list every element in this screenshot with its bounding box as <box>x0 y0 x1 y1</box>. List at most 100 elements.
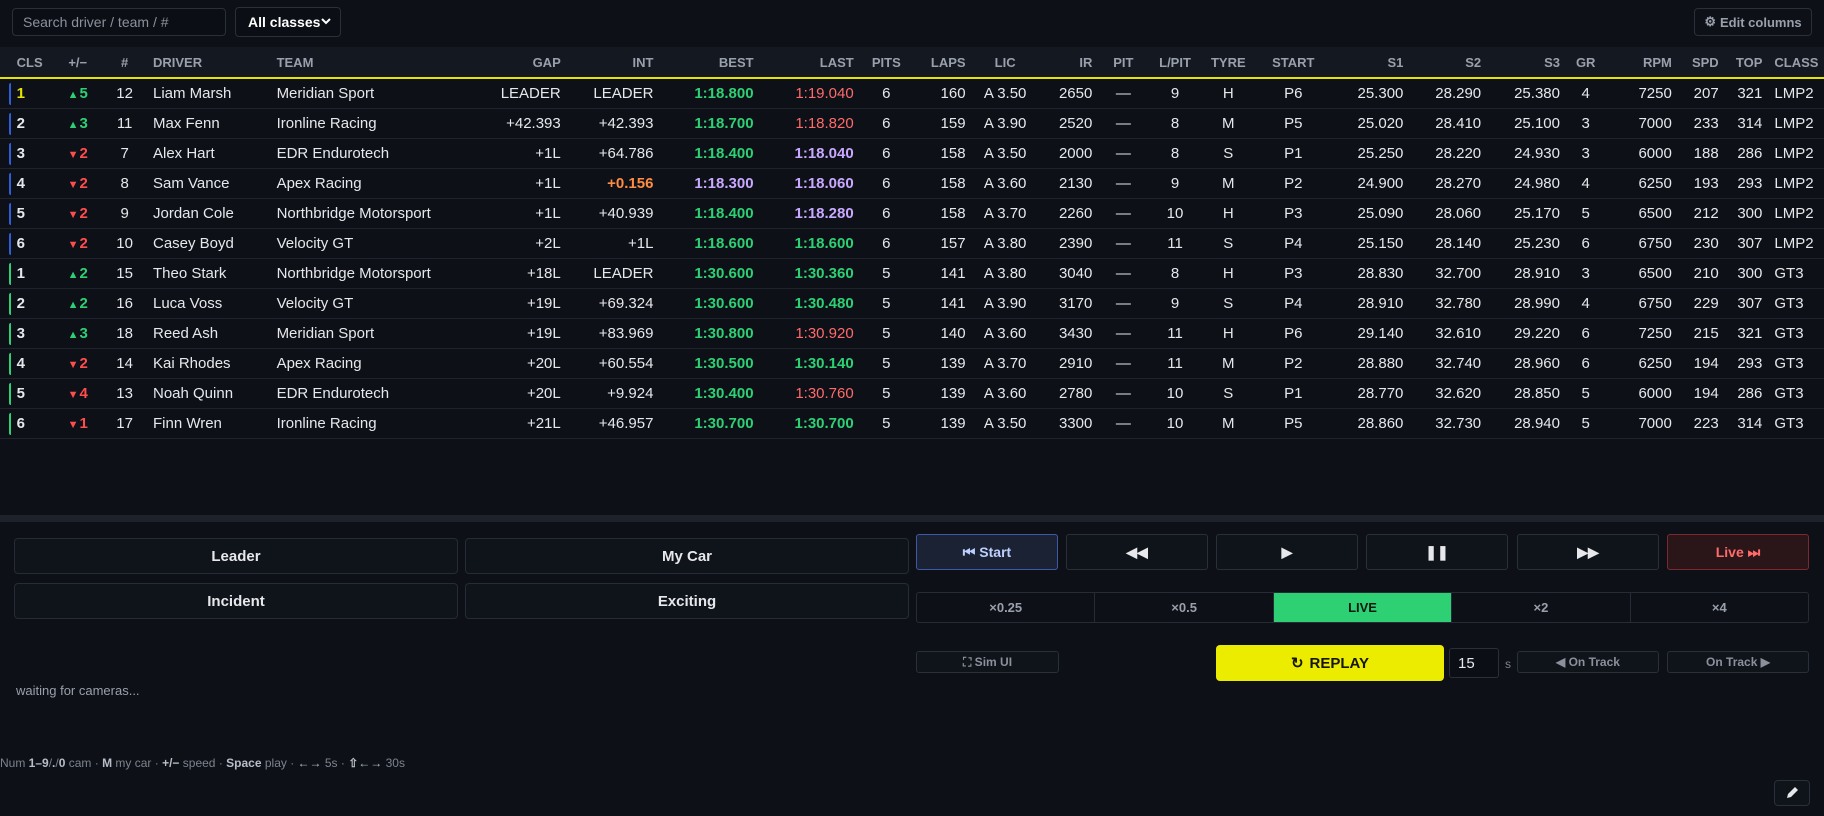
hint-text: Num <box>0 756 29 770</box>
replay-seconds-input[interactable] <box>1449 648 1499 678</box>
table-row[interactable]: 5 ▼2 9 Jordan Cole Northbridge Motorsport +1L… <box>0 198 1824 229</box>
column-header[interactable]: +/− <box>53 47 103 79</box>
column-header[interactable]: S1 <box>1331 47 1410 79</box>
sim-ui-button[interactable]: ⛶ Sim UI <box>916 651 1059 673</box>
cell-spd: 223 <box>1677 408 1725 439</box>
table-row[interactable]: 4 ▼2 14 Kai Rhodes Apex Racing +20L +60.554 1:3… <box>0 348 1824 379</box>
column-header[interactable]: LAST <box>759 47 860 79</box>
pause-button[interactable]: ❚❚ <box>1366 534 1508 570</box>
cell-gap: +1L <box>447 168 567 199</box>
cell-gr: 6 <box>1565 348 1606 379</box>
cell-ir: 2780 <box>1038 378 1099 409</box>
cell-lic: A 3.60 <box>971 378 1039 409</box>
cell-class: LMP2 <box>1768 108 1824 139</box>
cell-laps: 157 <box>912 228 972 259</box>
column-header[interactable]: PITS <box>859 47 913 79</box>
cell-gr: 4 <box>1565 78 1606 109</box>
column-header[interactable]: L/PIT <box>1148 47 1202 79</box>
cell-driver: Max Fenn <box>146 108 271 139</box>
play-button[interactable]: ▶ <box>1216 534 1358 570</box>
cell-class: GT3 <box>1768 378 1824 409</box>
on-track-next-button[interactable]: On Track ▶ <box>1667 651 1809 673</box>
table-row[interactable]: 6 ▼2 10 Casey Boyd Velocity GT +2L +1L 1:18.600… <box>0 228 1824 259</box>
table-row[interactable]: 4 ▼2 8 Sam Vance Apex Racing +1L +0.156 1:18.30… <box>0 168 1824 199</box>
fast-forward-button[interactable]: ▶▶ <box>1517 534 1659 570</box>
table-row[interactable]: 2 ▲3 11 Max Fenn Ironline Racing +42.393 +42.3… <box>0 108 1824 139</box>
class-filter-select[interactable]: All classes <box>235 7 341 37</box>
column-header[interactable]: BEST <box>659 47 760 79</box>
go-live-button[interactable]: Live ⏭ <box>1667 534 1809 570</box>
table-row[interactable]: 1 ▲5 12 Liam Marsh Meridian Sport LEADER LEADE… <box>0 78 1824 109</box>
cell-gap: +1L <box>447 198 567 229</box>
cell-s3: 28.990 <box>1487 288 1566 319</box>
cell-best: 1:18.400 <box>659 138 760 169</box>
cell-rpm: 6250 <box>1605 348 1678 379</box>
column-header[interactable]: SPD <box>1677 47 1725 79</box>
column-header[interactable]: CLASS <box>1768 47 1824 79</box>
cell-team: Meridian Sport <box>270 78 448 109</box>
table-row[interactable]: 3 ▼2 7 Alex Hart EDR Endurotech +1L +64.786 1:1… <box>0 138 1824 169</box>
search-input[interactable] <box>12 8 226 36</box>
table-row[interactable]: 3 ▲3 18 Reed Ash Meridian Sport +19L +83.969 1:… <box>0 318 1824 349</box>
cell-best: 1:18.600 <box>659 228 760 259</box>
column-header[interactable]: TEAM <box>270 47 448 79</box>
cell-gr: 3 <box>1565 138 1606 169</box>
speed-option[interactable]: LIVE <box>1273 593 1453 622</box>
cell-team: Velocity GT <box>270 288 448 319</box>
column-header[interactable]: LIC <box>971 47 1039 79</box>
cell-pits: 5 <box>859 348 913 379</box>
speed-option[interactable]: ×0.25 <box>917 593 1096 622</box>
on-track-prev-button[interactable]: ◀ On Track <box>1517 651 1659 673</box>
column-header[interactable]: RPM <box>1605 47 1678 79</box>
camera-leader-button[interactable]: Leader <box>14 538 458 574</box>
column-header[interactable]: INT <box>566 47 660 79</box>
rewind-button[interactable]: ◀◀ <box>1066 534 1208 570</box>
replay-button[interactable]: ↻ REPLAY <box>1216 645 1444 681</box>
column-header[interactable]: # <box>102 47 147 79</box>
speed-option[interactable]: ×2 <box>1452 593 1631 622</box>
cell-tyre: S <box>1201 138 1255 169</box>
pencil-icon[interactable] <box>1774 780 1810 806</box>
column-header[interactable]: CLS <box>10 47 54 79</box>
cell-int: +64.786 <box>566 138 660 169</box>
cell-tyre: M <box>1201 348 1255 379</box>
cell-gap: +19L <box>447 318 567 349</box>
cell-s1: 25.020 <box>1331 108 1410 139</box>
edit-columns-button[interactable]: ⚙ Edit columns <box>1694 8 1812 36</box>
column-header[interactable]: S3 <box>1487 47 1566 79</box>
cell-driver: Finn Wren <box>146 408 271 439</box>
cell-class: LMP2 <box>1768 138 1824 169</box>
column-header[interactable]: IR <box>1038 47 1099 79</box>
position-change: ▼2 <box>53 198 103 229</box>
cell-s3: 28.910 <box>1487 258 1566 289</box>
column-header[interactable]: S2 <box>1409 47 1488 79</box>
column-header[interactable]: TYRE <box>1201 47 1255 79</box>
arrow-up-icon: ▲ <box>67 119 79 131</box>
class-color-bar <box>0 198 11 229</box>
cell-class: GT3 <box>1768 288 1824 319</box>
arrow-up-icon: ▲ <box>67 269 79 281</box>
column-header[interactable]: DRIVER <box>146 47 271 79</box>
panel-divider[interactable] <box>0 515 1824 522</box>
camera-incident-button[interactable]: Incident <box>14 583 458 619</box>
column-header[interactable]: GAP <box>447 47 567 79</box>
table-row[interactable]: 1 ▲2 15 Theo Stark Northbridge Motorsport +18… <box>0 258 1824 289</box>
column-header[interactable]: LAPS <box>912 47 972 79</box>
column-header[interactable]: GR <box>1565 47 1606 79</box>
jump-to-start-button[interactable]: ⏮ Start <box>916 534 1058 570</box>
speed-option[interactable]: ×4 <box>1711 600 1727 615</box>
cell-laps: 158 <box>912 198 972 229</box>
camera-exciting-button[interactable]: Exciting <box>465 583 909 619</box>
table-row[interactable]: 6 ▼1 17 Finn Wren Ironline Racing +21L +46.957… <box>0 408 1824 439</box>
column-header[interactable]: TOP <box>1724 47 1769 79</box>
speed-option[interactable]: ×0.5 <box>1095 593 1274 622</box>
column-header[interactable]: PIT <box>1098 47 1149 79</box>
table-row[interactable]: 2 ▲2 16 Luca Voss Velocity GT +19L +69.324 1:30… <box>0 288 1824 319</box>
camera-my-car-button[interactable]: My Car <box>465 538 909 574</box>
cell-team: EDR Endurotech <box>270 138 448 169</box>
cell-lic: A 3.60 <box>971 318 1039 349</box>
column-header[interactable]: START <box>1254 47 1332 79</box>
table-row[interactable]: 5 ▼4 13 Noah Quinn EDR Endurotech +20L +9.924 1… <box>0 378 1824 409</box>
cell-s2: 28.140 <box>1409 228 1488 259</box>
cell-lpit: 9 <box>1148 288 1202 319</box>
